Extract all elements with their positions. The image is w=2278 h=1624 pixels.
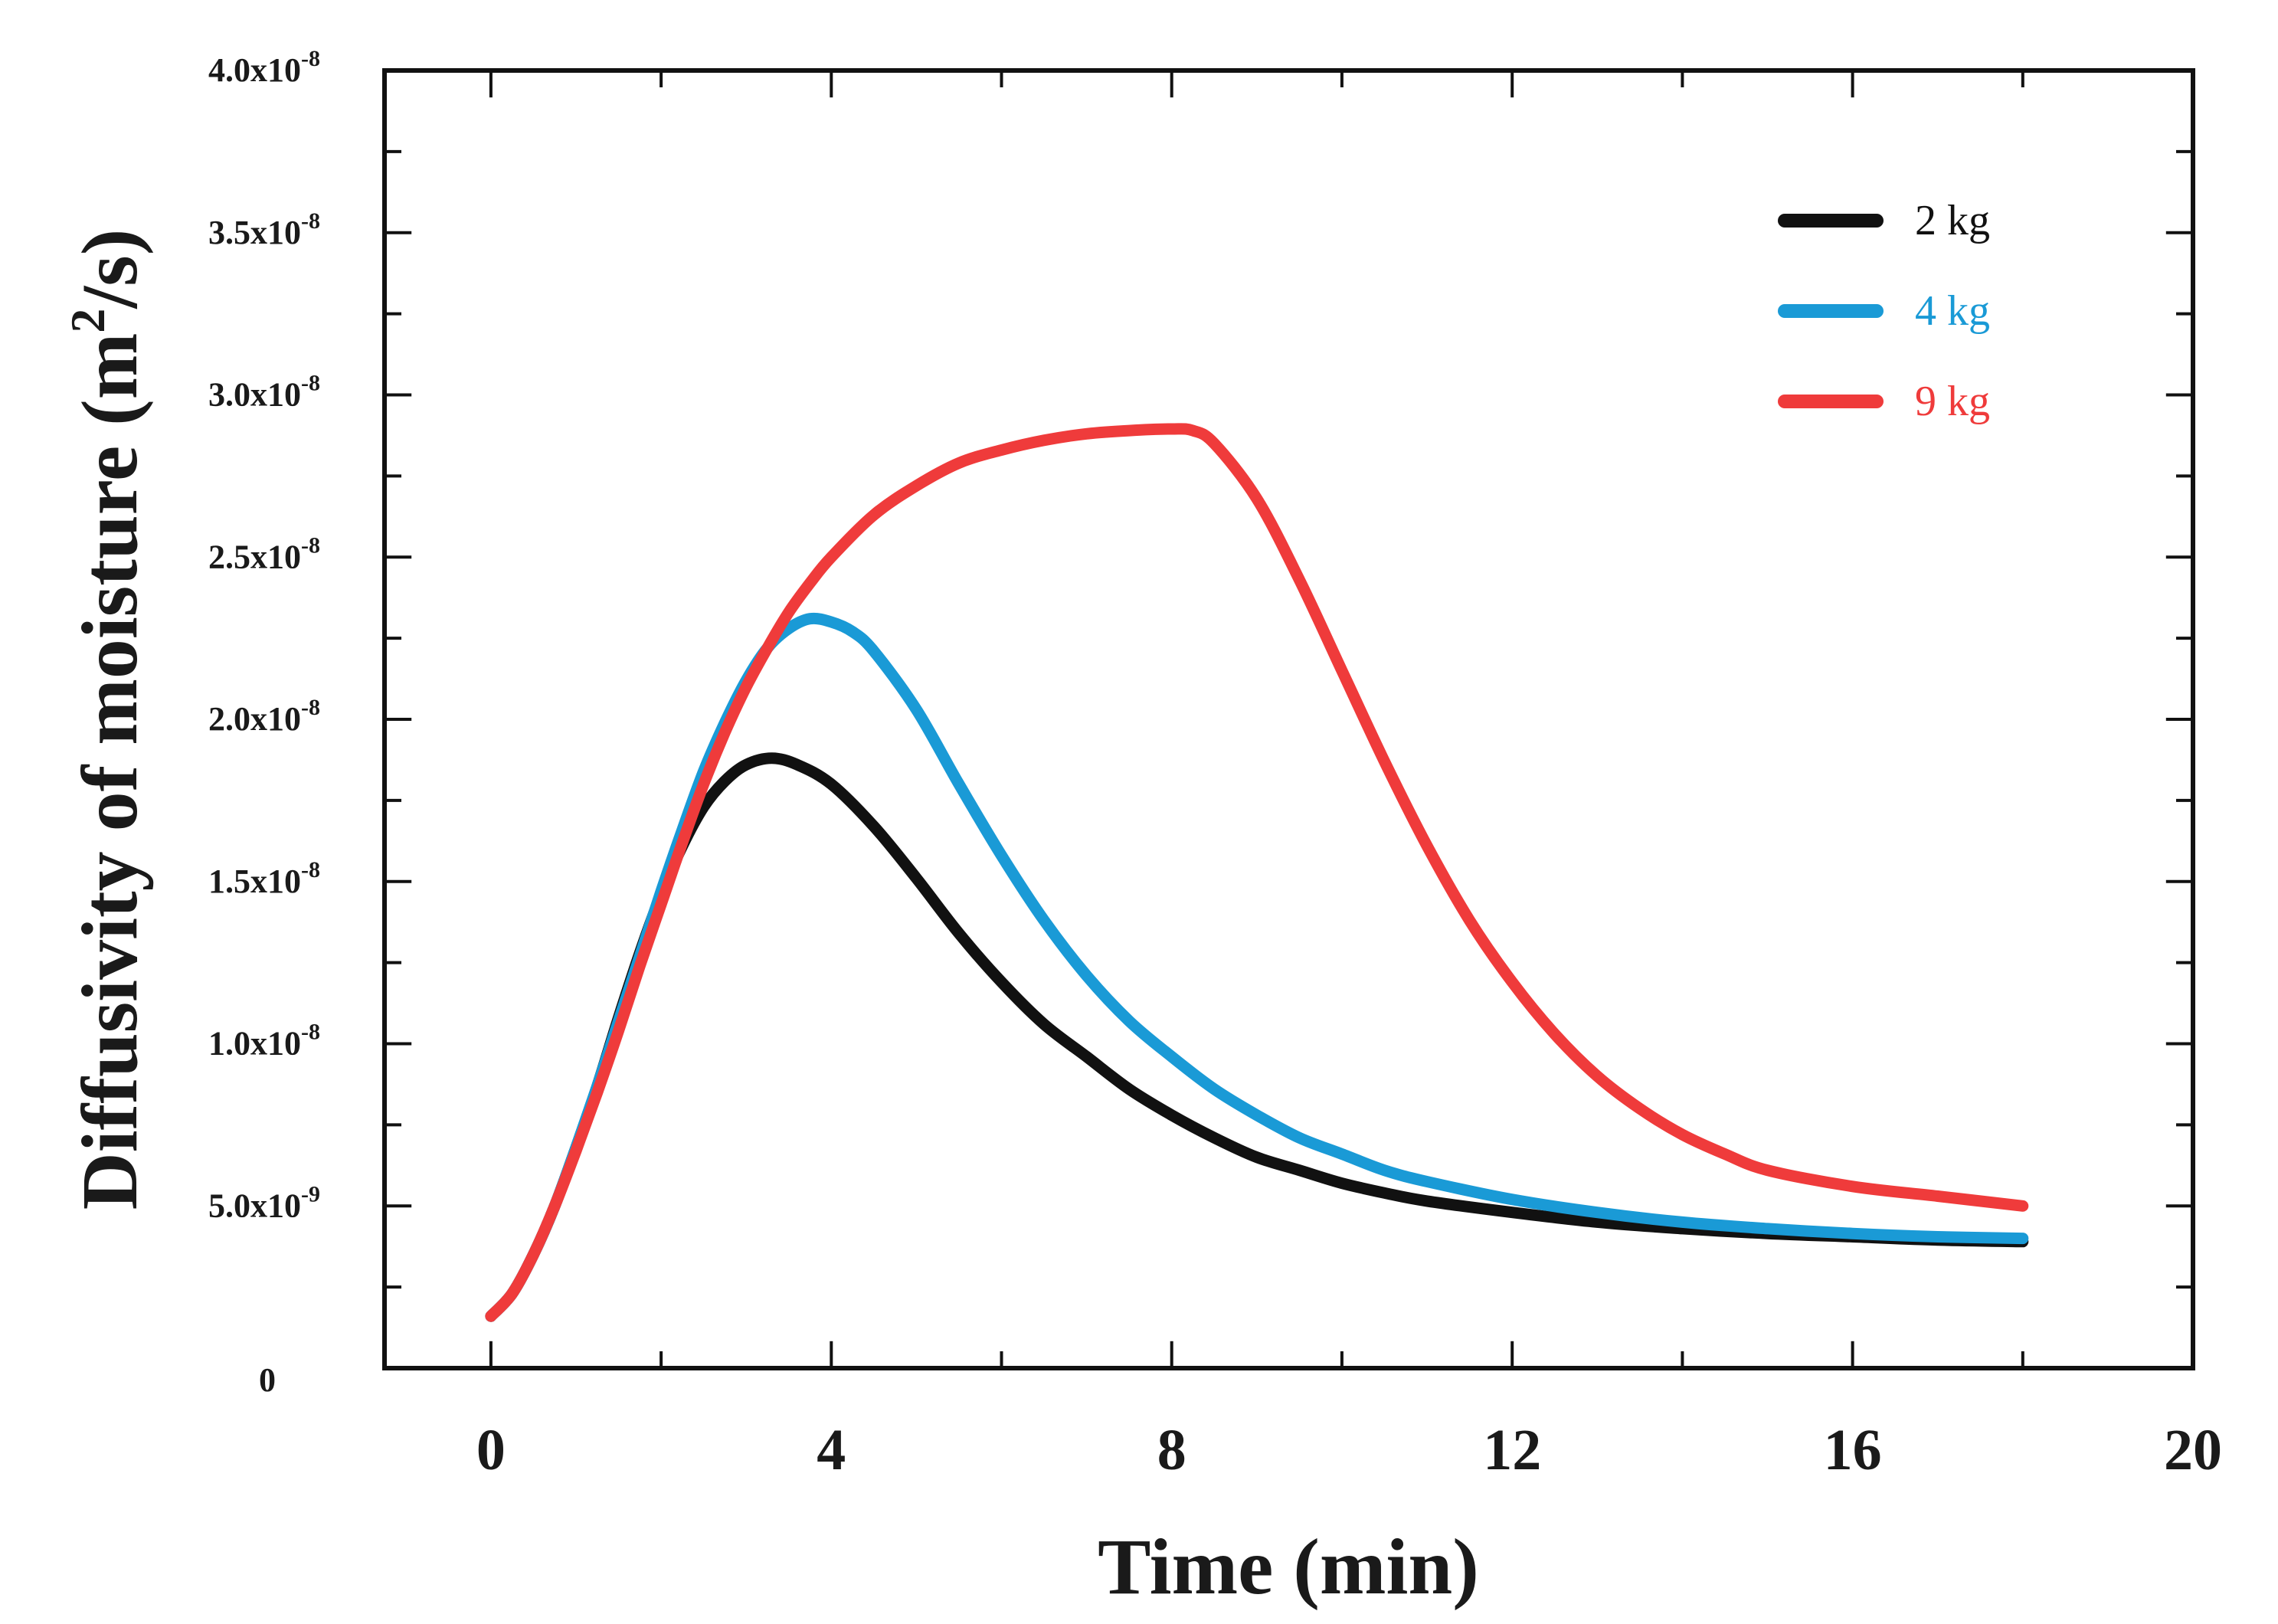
x-tick-label: 12 [1483, 1418, 1541, 1482]
y-tick-label: 4.0x10-8 [208, 46, 320, 89]
series-line-9-kg [485, 423, 2029, 1322]
legend: 2 kg 4 kg 9 kg [1778, 197, 1990, 425]
legend-label-2-kg: 2 kg [1915, 197, 1990, 244]
x-axis-title: Time (min) [1098, 1523, 1479, 1611]
x-tick-label: 8 [1157, 1418, 1186, 1482]
y-tick-label: 2.0x10-8 [208, 695, 320, 738]
y-tick-label: 3.5x10-8 [208, 208, 320, 251]
y-axis-title-superscript: 2 [61, 309, 115, 333]
y-tick-label: 2.5x10-8 [208, 532, 320, 575]
x-tick-label: 0 [476, 1418, 506, 1482]
y-tick-label: 1.0x10-8 [208, 1020, 320, 1062]
y-axis-title: Diffusivity of moisture (m2/s) [61, 229, 154, 1210]
y-tick-label: 5.0x10-9 [208, 1181, 320, 1224]
y-tick-label: 3.0x10-8 [208, 371, 320, 414]
x-tick-label: 4 [817, 1418, 846, 1482]
legend-label-4-kg: 4 kg [1915, 287, 1990, 335]
plot-frame [382, 68, 2195, 1370]
series-lines [485, 423, 2029, 1322]
y-axis-title-main: Diffusivity of moisture (m [66, 333, 154, 1210]
legend-label-9-kg: 9 kg [1915, 378, 1990, 425]
y-tick-labels: 0 5.0x10-9 1.0x10-8 1.5x10-8 2.0x10-8 2.5x10-… [208, 46, 320, 1399]
x-tick-labels: 0 4 8 12 16 20 [476, 1418, 2222, 1482]
x-tick-label: 20 [2164, 1418, 2222, 1482]
y-tick-label: 0 [259, 1361, 276, 1399]
y-tick-label: 1.5x10-8 [208, 857, 320, 900]
x-tick-label: 16 [1824, 1418, 1882, 1482]
y-axis-title-end: /s) [66, 229, 154, 310]
